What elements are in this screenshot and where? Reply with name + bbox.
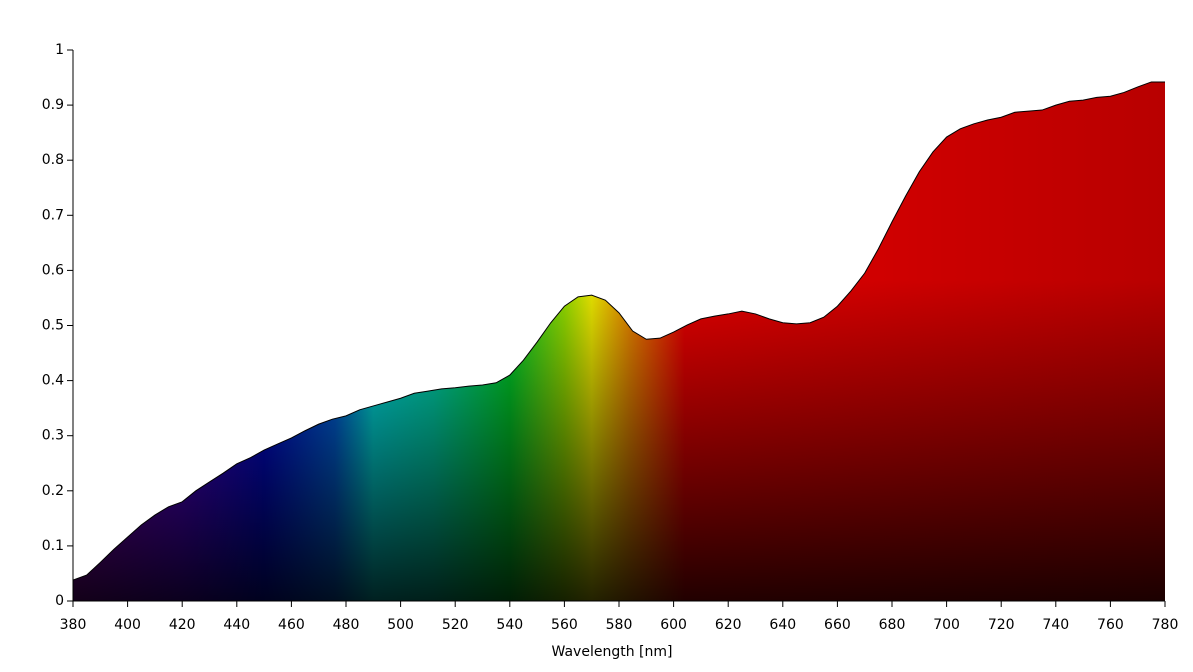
y-tick-label: 0.6	[42, 262, 64, 278]
x-tick-label: 780	[1152, 617, 1179, 633]
y-tick-label: 0.9	[42, 97, 64, 113]
x-tick-label: 740	[1042, 617, 1069, 633]
x-tick-label: 560	[551, 617, 578, 633]
y-tick-label: 0.1	[42, 538, 64, 554]
area-shading	[73, 81, 1165, 601]
y-tick-label: 0.5	[42, 318, 64, 334]
y-tick-label: 0.4	[42, 373, 64, 389]
x-tick-label: 460	[278, 617, 305, 633]
y-tick-label: 1	[55, 42, 64, 58]
x-tick-label: 420	[169, 617, 196, 633]
y-tick-label: 0	[55, 593, 64, 609]
x-axis-label: Wavelength [nm]	[552, 644, 673, 660]
y-tick-label: 0.3	[42, 428, 64, 444]
x-tick-label: 720	[988, 617, 1015, 633]
x-tick-label: 680	[879, 617, 906, 633]
x-tick-label: 540	[496, 617, 523, 633]
x-tick-label: 400	[114, 617, 141, 633]
x-tick-label: 760	[1097, 617, 1124, 633]
x-tick-label: 480	[333, 617, 360, 633]
x-tick-label: 440	[223, 617, 250, 633]
y-tick-label: 0.7	[42, 207, 64, 223]
spectrum-outline	[72, 81, 1165, 581]
x-tick-label: 640	[769, 617, 796, 633]
x-tick-label: 380	[60, 617, 87, 633]
y-tick-label: 0.8	[42, 152, 64, 168]
x-tick-label: 500	[387, 617, 414, 633]
y-tick-label: 0.2	[42, 483, 64, 499]
x-tick-label: 660	[824, 617, 851, 633]
x-tick-label: 700	[933, 617, 960, 633]
x-tick-label: 620	[715, 617, 742, 633]
x-tick-label: 600	[660, 617, 687, 633]
x-tick-label: 580	[606, 617, 633, 633]
x-tick-label: 520	[442, 617, 469, 633]
